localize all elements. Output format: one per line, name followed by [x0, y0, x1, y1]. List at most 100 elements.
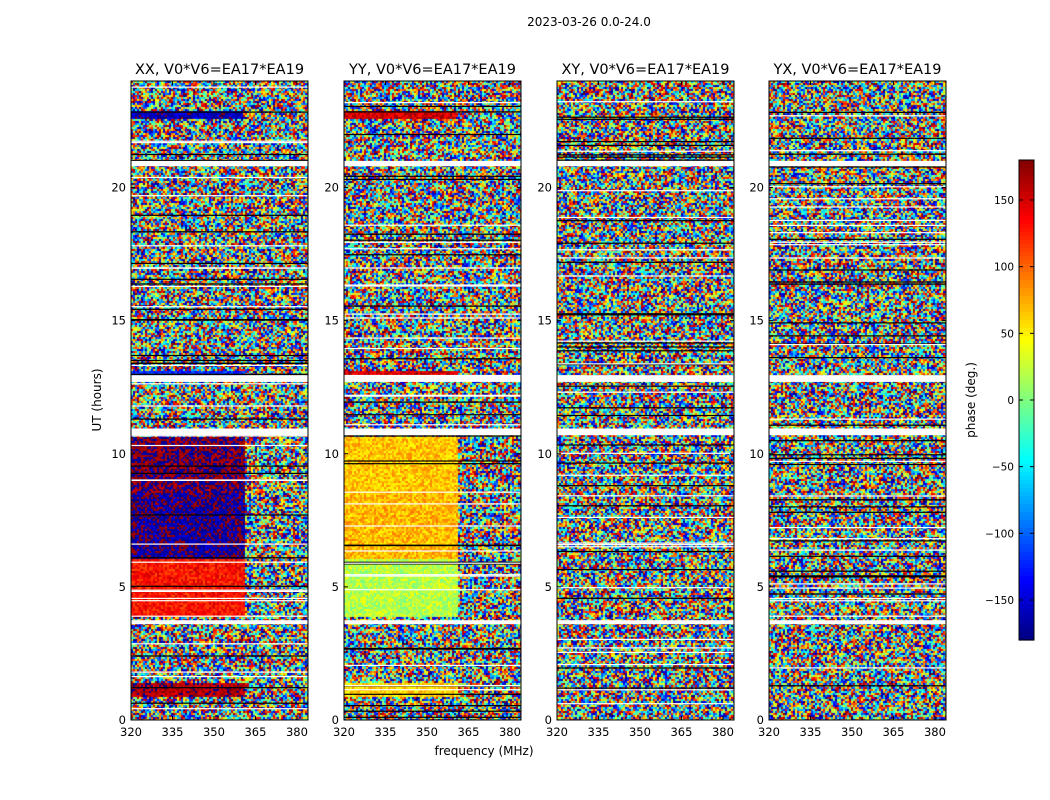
- colorbar-segment: [1019, 224, 1034, 229]
- row-line: [557, 407, 734, 409]
- colorbar-segment: [1019, 376, 1034, 381]
- row-line: [131, 557, 308, 559]
- row-line: [557, 216, 734, 219]
- colorbar-segment: [1019, 240, 1034, 245]
- flagged-row: [344, 375, 521, 382]
- y-tick-label: 0: [332, 713, 339, 727]
- colorbar-segment: [1019, 304, 1034, 309]
- flagged-row: [131, 620, 308, 625]
- y-tick-label: 5: [119, 580, 126, 594]
- row-line: [344, 414, 521, 416]
- colorbar-segment: [1019, 172, 1034, 177]
- colorbar-segment: [1019, 200, 1034, 205]
- panel-title: YX, V0*V6=EA17*EA19: [772, 62, 941, 78]
- colorbar-segment: [1019, 440, 1034, 445]
- x-tick-label: 320: [546, 725, 568, 739]
- colorbar-segment: [1019, 504, 1034, 509]
- row-line: [769, 150, 946, 152]
- y-tick-label: 20: [111, 181, 126, 195]
- row-line: [131, 615, 308, 617]
- colorbar-segment: [1019, 492, 1034, 497]
- colorbar-segment: [1019, 488, 1034, 493]
- x-axis-label: frequency (MHz): [434, 744, 533, 758]
- flagged-row: [344, 620, 521, 625]
- row-line: [344, 424, 521, 426]
- row-line: [769, 570, 946, 572]
- colorbar-segment: [1019, 180, 1034, 185]
- row-line: [344, 503, 521, 505]
- y-tick-label: 5: [545, 580, 552, 594]
- row-line: [344, 284, 521, 286]
- colorbar-segment: [1019, 248, 1034, 253]
- row-line: [131, 319, 308, 321]
- row-line: [131, 676, 308, 678]
- row-line: [131, 702, 308, 704]
- flagged-row: [131, 375, 308, 382]
- colorbar-segment: [1019, 276, 1034, 281]
- flagged-row: [557, 160, 734, 167]
- colorbar-segment: [1019, 192, 1034, 197]
- row-line: [131, 245, 308, 247]
- colorbar-segment: [1019, 452, 1034, 457]
- row-line: [557, 597, 734, 599]
- colorbar-segment: [1019, 560, 1034, 565]
- row-line: [769, 540, 946, 542]
- y-tick-label: 10: [537, 447, 552, 461]
- row-line: [344, 175, 521, 177]
- colorbar-segment: [1019, 232, 1034, 237]
- row-line: [557, 414, 734, 417]
- row-line: [557, 638, 734, 640]
- row-line: [557, 474, 734, 476]
- row-line: [131, 86, 308, 88]
- row-line: [769, 555, 946, 557]
- row-line: [131, 278, 308, 280]
- colorbar-segment: [1019, 396, 1034, 401]
- row-line: [557, 346, 734, 348]
- colorbar-segment: [1019, 356, 1034, 361]
- row-line: [344, 525, 521, 527]
- row-line: [344, 239, 521, 241]
- panel-2: YY, V0*V6=EA17*EA19 320 335 350 365 380 0 5 10 15…: [324, 62, 522, 739]
- colorbar-segment: [1019, 464, 1034, 469]
- colorbar-segment: [1019, 244, 1034, 249]
- colorbar-segment: [1019, 236, 1034, 241]
- row-line: [769, 186, 946, 188]
- row-line: [344, 133, 521, 136]
- colorbar-segment: [1019, 216, 1034, 221]
- row-line: [344, 347, 521, 350]
- row-line: [557, 116, 734, 118]
- y-tick-label: 0: [757, 713, 764, 727]
- colorbar-segment: [1019, 288, 1034, 293]
- row-line: [557, 385, 734, 387]
- row-line: [131, 418, 308, 420]
- colorbar-segment: [1019, 540, 1034, 545]
- colorbar-segment: [1019, 388, 1034, 393]
- panels: XX, V0*V6=EA17*EA19 320 335 350 365 380 0 5 10 15…: [111, 62, 947, 739]
- row-line: [131, 176, 308, 179]
- row-line: [344, 305, 521, 307]
- row-line: [769, 549, 946, 551]
- colorbar-segment: [1019, 484, 1034, 489]
- x-tick-label: 380: [712, 725, 734, 739]
- colorbar-segment: [1019, 436, 1034, 441]
- x-tick-label: 350: [416, 725, 438, 739]
- colorbar-segment: [1019, 628, 1034, 633]
- colorbar-segment: [1019, 624, 1034, 629]
- colorbar-segment: [1019, 572, 1034, 577]
- colorbar-segment: [1019, 584, 1034, 589]
- row-line: [131, 444, 308, 447]
- row-line: [131, 479, 308, 481]
- colorbar-segment: [1019, 300, 1034, 305]
- row-line: [557, 350, 734, 352]
- row-line: [557, 314, 734, 316]
- x-tick-label: 380: [924, 725, 946, 739]
- row-line: [131, 655, 308, 657]
- row-line: [344, 401, 521, 403]
- row-line: [769, 576, 946, 578]
- row-line: [769, 593, 946, 595]
- colorbar-segment: [1019, 168, 1034, 173]
- colorbar-segment: [1019, 160, 1034, 165]
- panel-frame: [556, 80, 735, 721]
- panel-1: XX, V0*V6=EA17*EA19 320 335 350 365 380 0 5 10 15…: [111, 62, 309, 739]
- row-line: [769, 597, 946, 600]
